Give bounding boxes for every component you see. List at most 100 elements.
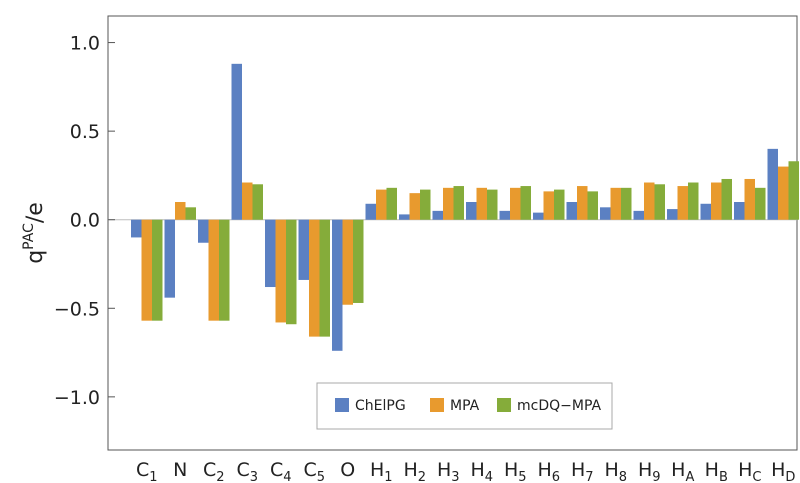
bar-mpa-9 xyxy=(443,187,454,220)
x-category-label-subscript: 1 xyxy=(149,470,157,483)
bar-chelpg-9 xyxy=(432,210,443,220)
bar-mcdq-mpa-12 xyxy=(554,189,565,220)
x-category-label-base: O xyxy=(340,459,355,481)
legend-label: mcDQ−MPA xyxy=(517,398,601,414)
y-axis-label-suffix: /e xyxy=(23,202,48,223)
x-category-label: H6 xyxy=(537,459,560,483)
x-category-label-base: H xyxy=(403,459,417,481)
bar-chelpg-2 xyxy=(198,219,209,243)
x-category-label-base: C xyxy=(203,459,216,481)
x-category-label-subscript: C xyxy=(752,470,761,483)
bar-mpa-10 xyxy=(476,187,487,220)
x-category-label: HA xyxy=(671,459,694,483)
x-category-label-base: H xyxy=(537,459,551,481)
bar-chelpg-17 xyxy=(700,203,711,220)
bar-chelpg-11 xyxy=(499,210,510,220)
legend-swatch xyxy=(430,398,444,412)
bar-mcdq-mpa-17 xyxy=(721,178,732,220)
bar-chelpg-19 xyxy=(767,148,778,220)
x-category-label-base: C xyxy=(136,459,149,481)
bar-mpa-17 xyxy=(711,182,722,220)
bar-mcdq-mpa-15 xyxy=(654,184,665,220)
x-category-label-base: H xyxy=(370,459,384,481)
bar-chelpg-4 xyxy=(265,219,276,288)
bar-mcdq-mpa-0 xyxy=(152,219,163,321)
bar-mpa-3 xyxy=(242,182,253,220)
bar-mcdq-mpa-2 xyxy=(219,219,230,321)
x-category-label: C5 xyxy=(303,459,325,483)
bar-chelpg-12 xyxy=(533,212,544,220)
x-category-label-base: H xyxy=(705,459,719,481)
x-category-label-subscript: A xyxy=(685,470,694,483)
x-category-label-subscript: 3 xyxy=(451,470,459,483)
bar-mcdq-mpa-10 xyxy=(487,189,498,220)
bar-chelpg-13 xyxy=(566,202,577,220)
bar-chelpg-8 xyxy=(399,214,410,220)
legend-label: MPA xyxy=(450,398,480,414)
x-category-label-subscript: 4 xyxy=(283,470,291,483)
bar-mpa-7 xyxy=(376,189,387,220)
bar-mpa-18 xyxy=(744,178,755,220)
x-category-label-subscript: 3 xyxy=(250,470,258,483)
x-category-label: H8 xyxy=(604,459,627,483)
x-category-label: C1 xyxy=(136,459,158,483)
bar-mpa-5 xyxy=(309,219,320,337)
bar-mcdq-mpa-5 xyxy=(319,219,330,337)
x-category-label-base: C xyxy=(270,459,283,481)
bar-chelpg-15 xyxy=(633,210,644,220)
x-category-label-base: H xyxy=(504,459,518,481)
x-category-label: HC xyxy=(738,459,761,483)
bar-mpa-2 xyxy=(208,219,219,321)
bar-chelpg-14 xyxy=(600,207,611,220)
x-category-label: C2 xyxy=(203,459,225,483)
legend-swatch xyxy=(335,398,349,412)
x-category-label: H2 xyxy=(403,459,426,483)
bar-chelpg-5 xyxy=(298,219,309,280)
bar-mcdq-mpa-13 xyxy=(587,191,598,220)
x-category-label-subscript: 2 xyxy=(216,470,224,483)
bar-mcdq-mpa-1 xyxy=(185,207,196,220)
bar-chelpg-6 xyxy=(332,219,343,351)
bar-chelpg-16 xyxy=(667,209,678,220)
legend-swatch xyxy=(497,398,511,412)
bar-chelpg-3 xyxy=(231,63,242,220)
x-category-label: H7 xyxy=(571,459,594,483)
x-category-label-subscript: 4 xyxy=(485,470,493,483)
x-category-label-base: C xyxy=(236,459,249,481)
bar-mcdq-mpa-8 xyxy=(420,189,431,220)
x-category-label-base: N xyxy=(173,459,187,481)
y-axis-label-base: q xyxy=(23,250,48,264)
bar-chelpg-18 xyxy=(734,202,745,220)
bar-mcdq-mpa-3 xyxy=(252,184,263,220)
x-category-label-base: H xyxy=(638,459,652,481)
y-tick-label: 1.0 xyxy=(70,33,100,55)
bar-mpa-0 xyxy=(141,219,152,321)
y-axis-label-superscript: PAC xyxy=(21,223,37,250)
x-category-label: H1 xyxy=(370,459,393,483)
x-category-label-subscript: B xyxy=(719,470,728,483)
x-category-label-base: H xyxy=(738,459,752,481)
x-category-label-subscript: 7 xyxy=(585,470,593,483)
bar-mcdq-mpa-16 xyxy=(688,182,699,220)
bar-chelpg-0 xyxy=(131,219,142,238)
x-category-label-subscript: 5 xyxy=(317,470,325,483)
bar-chelpg-7 xyxy=(365,203,376,220)
y-tick-label: 0.5 xyxy=(70,121,100,143)
x-category-label-base: H xyxy=(437,459,451,481)
bar-mpa-11 xyxy=(510,187,521,220)
x-category-label: O xyxy=(340,459,355,481)
bar-mpa-12 xyxy=(543,191,554,220)
x-category-label-subscript: 8 xyxy=(619,470,627,483)
x-category-label: HD xyxy=(771,459,795,483)
x-category-label: H9 xyxy=(638,459,661,483)
x-category-label: C4 xyxy=(270,459,292,483)
legend-box xyxy=(316,382,613,430)
bar-mpa-16 xyxy=(677,186,688,220)
bar-mcdq-mpa-9 xyxy=(453,186,464,220)
y-tick-label: −0.5 xyxy=(54,298,100,320)
x-category-label: H4 xyxy=(470,459,493,483)
x-category-label-subscript: 6 xyxy=(552,470,560,483)
bar-mcdq-mpa-4 xyxy=(286,219,297,325)
plot-frame xyxy=(107,15,798,451)
